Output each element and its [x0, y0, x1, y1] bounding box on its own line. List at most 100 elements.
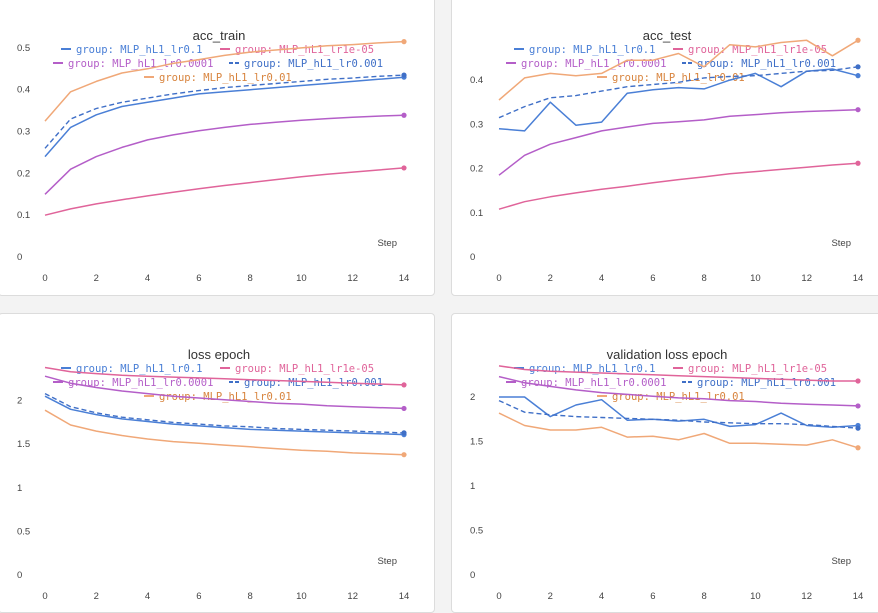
- legend-label-group-mlp-hl1-lr0-1: group: MLP_hL1_lr0.1: [76, 44, 202, 56]
- legend-label-group-mlp-hl1-lr0-0001: group: MLP_hL1_lr0.0001: [68, 58, 213, 70]
- x-tick-label: 12: [347, 591, 358, 602]
- x-tick-label: 12: [801, 591, 812, 602]
- x-tick-label: 2: [548, 591, 553, 602]
- legend-label-group-mlp-hl1-lr0-01: group: MLP_hL1_lr0.01: [159, 72, 292, 84]
- series-line-group-mlp-hl1-lr0-1: [44, 76, 405, 158]
- y-tick-label: 2: [17, 396, 22, 407]
- series-line-group-mlp-hl1-lr1e-05: [44, 366, 405, 386]
- x-tick-label: 2: [94, 273, 99, 284]
- chart-panel-loss-epoch[interactable]: loss epoch group: MLP_hL1_lr0.1 group: MLP…: [0, 313, 435, 613]
- x-tick-label: 12: [801, 273, 812, 284]
- series-line-group-mlp-hl1-lr0-1: [44, 395, 405, 436]
- series-endpoint-group-mlp-hl1-lr0-001: [855, 425, 861, 431]
- x-tick-label: 0: [496, 591, 501, 602]
- legend-label-group-mlp-hl1-lr1e-05: group: MLP_hL1_lr1e-05: [235, 44, 374, 56]
- y-tick-label: 0.3: [470, 119, 483, 130]
- y-tick-label: 0.1: [470, 208, 483, 219]
- legend-label-group-mlp-hl1-lr1e-05: group: MLP_hL1_lr1e-05: [688, 363, 827, 375]
- legend-label-group-mlp-hl1-lr0-001: group: MLP_hL1_lr0.001: [244, 58, 383, 70]
- series-endpoint-group-mlp-hl1-lr1e-05: [855, 160, 861, 166]
- series-line-group-mlp-hl1-lr0-1: [499, 396, 859, 429]
- x-tick-label: 4: [145, 591, 150, 602]
- y-tick-label: 0: [17, 252, 22, 263]
- x-tick-label: 14: [853, 273, 864, 284]
- legend-label-group-mlp-hl1-lr0-01: group: MLP_hL1_lr0.01: [612, 391, 745, 403]
- x-tick-label: 0: [42, 591, 47, 602]
- series-endpoint-group-mlp-hl1-lr0-001: [401, 430, 407, 436]
- legend-label-group-mlp-hl1-lr0-01: group: MLP_hL1_lr0.01: [159, 391, 292, 403]
- y-tick-label: 0: [17, 570, 22, 581]
- x-tick-label: 10: [296, 273, 307, 284]
- chart-title: acc_test: [643, 28, 692, 43]
- x-tick-label: 4: [599, 273, 604, 284]
- chart-panel-acc-test[interactable]: acc_test group: MLP_hL1_lr0.1 group: MLP_h…: [451, 0, 878, 296]
- series-line-group-mlp-hl1-lr0-0001: [498, 375, 859, 407]
- y-tick-label: 1.5: [17, 439, 30, 450]
- x-tick-label: 0: [42, 273, 47, 284]
- x-tick-label: 10: [296, 591, 307, 602]
- legend-label-group-mlp-hl1-lr0-001: group: MLP_hL1_lr0.001: [697, 58, 836, 70]
- x-axis-label: Step: [377, 238, 397, 249]
- x-tick-label: 6: [196, 591, 201, 602]
- x-tick-label: 14: [853, 591, 864, 602]
- x-tick-label: 8: [247, 273, 252, 284]
- y-tick-label: 0.5: [470, 526, 483, 537]
- series-endpoint-group-mlp-hl1-lr0-01: [401, 39, 407, 45]
- series-endpoint-group-mlp-hl1-lr0-01: [855, 445, 861, 451]
- series-line-group-mlp-hl1-lr1e-05: [44, 167, 405, 216]
- y-tick-label: 0.4: [470, 75, 483, 86]
- series-endpoint-group-mlp-hl1-lr0-01: [855, 37, 861, 43]
- x-tick-label: 6: [650, 591, 655, 602]
- x-axis-label: Step: [831, 238, 851, 249]
- y-tick-label: 0.5: [17, 43, 30, 54]
- series-endpoint-group-mlp-hl1-lr0-001: [401, 72, 407, 78]
- series-endpoint-group-mlp-hl1-lr0-0001: [855, 403, 861, 409]
- x-tick-label: 6: [196, 273, 201, 284]
- x-tick-label: 4: [145, 273, 150, 284]
- chart-panel-acc-train[interactable]: acc_train group: MLP_hL1_lr0.1 group: MLP_…: [0, 0, 435, 296]
- series-endpoint-group-mlp-hl1-lr0-0001: [855, 107, 861, 113]
- x-tick-label: 10: [750, 591, 761, 602]
- x-tick-label: 6: [650, 273, 655, 284]
- y-tick-label: 2: [470, 392, 475, 403]
- chart-title: validation loss epoch: [607, 347, 728, 362]
- legend-label-group-mlp-hl1-lr0-01: group: MLP_hL1_lr0.01: [612, 72, 745, 84]
- series-line-group-mlp-hl1-lr0-001: [44, 74, 405, 149]
- series-line-group-mlp-hl1-lr0-01: [44, 409, 405, 456]
- series-endpoint-group-mlp-hl1-lr0-0001: [401, 112, 407, 118]
- x-tick-label: 0: [496, 273, 501, 284]
- series-endpoint-group-mlp-hl1-lr1e-05: [401, 382, 407, 388]
- series-endpoint-group-mlp-hl1-lr0-001: [855, 64, 861, 70]
- chart-panel-validation-loss-epoch[interactable]: validation loss epoch group: MLP_hL1_lr0.…: [451, 313, 878, 613]
- y-tick-label: 0.2: [17, 168, 30, 179]
- y-tick-label: 0: [470, 570, 475, 581]
- series-line-group-mlp-hl1-lr0-001: [498, 66, 859, 119]
- x-tick-label: 10: [750, 273, 761, 284]
- chart-title: acc_train: [193, 28, 246, 43]
- series-line-group-mlp-hl1-lr0-1: [498, 68, 859, 132]
- x-tick-label: 8: [701, 591, 706, 602]
- series-line-group-mlp-hl1-lr0-0001: [498, 108, 859, 176]
- y-tick-label: 1.5: [470, 437, 483, 448]
- y-tick-label: 0: [470, 252, 475, 263]
- series-endpoint-group-mlp-hl1-lr0-01: [401, 452, 407, 458]
- y-tick-label: 0.4: [17, 85, 30, 96]
- x-axis-label: Step: [377, 556, 397, 567]
- series-line-group-mlp-hl1-lr0-01: [498, 39, 859, 101]
- series-line-group-mlp-hl1-lr1e-05: [498, 365, 858, 382]
- x-tick-label: 14: [399, 273, 410, 284]
- series-line-group-mlp-hl1-lr0-01: [498, 412, 859, 449]
- x-tick-label: 12: [347, 273, 358, 284]
- x-tick-label: 4: [599, 591, 604, 602]
- series-endpoint-group-mlp-hl1-lr0-1: [855, 73, 861, 79]
- series-line-group-mlp-hl1-lr1e-05: [498, 162, 859, 210]
- chart-title: loss epoch: [188, 347, 250, 362]
- y-tick-label: 0.3: [17, 127, 30, 138]
- series-line-group-mlp-hl1-lr0-001: [44, 392, 405, 434]
- chart-validation-loss-epoch: validation loss epoch group: MLP_hL1_lr0.…: [470, 347, 864, 602]
- y-tick-label: 1: [470, 481, 475, 492]
- series-endpoint-group-mlp-hl1-lr1e-05: [401, 165, 407, 171]
